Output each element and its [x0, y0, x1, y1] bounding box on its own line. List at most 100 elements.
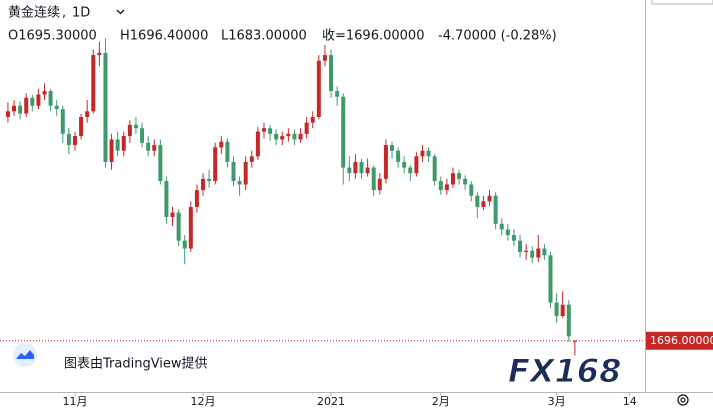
candle-body — [329, 55, 334, 92]
candle-body — [542, 248, 547, 256]
candle-body — [188, 206, 193, 249]
candle-body — [365, 167, 370, 174]
candle-body — [304, 122, 309, 134]
candle-body — [530, 250, 535, 258]
candle-body — [91, 55, 96, 112]
candle-body — [420, 150, 425, 157]
candle-body — [566, 304, 571, 337]
candle-body — [140, 128, 145, 143]
candle-body — [249, 156, 254, 162]
dropdown-chevron[interactable] — [116, 9, 125, 15]
candle-body — [432, 156, 437, 182]
candle-body — [469, 184, 474, 196]
symbol: 黄金连续 — [8, 5, 60, 21]
candle-body — [341, 96, 346, 168]
watermark: 图表由TradingView提供 — [13, 343, 208, 372]
candle-body — [499, 223, 504, 230]
x-tick-label: 2021 — [317, 395, 345, 408]
candle-body — [66, 133, 71, 146]
candle-body — [79, 116, 84, 137]
candle-body — [396, 150, 401, 162]
candle-body — [243, 161, 248, 185]
candle-body — [457, 173, 462, 179]
candle-body — [371, 167, 376, 191]
candle-body — [231, 161, 236, 182]
legend-high: H1696.40000 — [120, 29, 208, 44]
candle-body — [463, 178, 468, 185]
candle-body — [115, 139, 120, 151]
candle-body — [389, 145, 394, 151]
candle-body — [274, 133, 279, 140]
candle-body — [505, 229, 510, 236]
candle-body — [255, 131, 260, 157]
separator: , — [62, 6, 66, 21]
candle-body — [560, 304, 565, 317]
candle-body — [182, 240, 187, 249]
candle-body — [347, 167, 352, 174]
candle-body — [438, 181, 443, 191]
candle-body — [414, 156, 419, 174]
x-tick-label: 14 — [623, 395, 637, 408]
candle-body — [176, 212, 181, 241]
candle-body — [261, 128, 266, 132]
candle-body — [383, 145, 388, 179]
tv-logo-bg — [13, 343, 37, 367]
legend: 黄金连续 , 1D O1695.30000 H1696.40000 L1683.… — [8, 5, 557, 44]
candle-body — [152, 145, 157, 151]
candle-body — [316, 60, 321, 117]
candle-body — [408, 167, 413, 174]
candle-body — [213, 147, 218, 182]
candle-body — [268, 128, 273, 134]
legend-change: -4.70000 (-0.28%) — [438, 29, 557, 44]
candle-body — [109, 139, 114, 162]
candle-body — [60, 109, 65, 134]
watermark-text: 图表由TradingView提供 — [64, 356, 208, 372]
legend-close: 收=1696.00000 — [322, 29, 424, 44]
interval: 1D — [72, 6, 90, 21]
candle-body — [572, 340, 577, 342]
candle-body — [18, 105, 23, 114]
gear-ring[interactable] — [677, 394, 689, 406]
candle-body — [493, 195, 498, 224]
candle-body — [353, 161, 358, 174]
x-tick-label: 2月 — [432, 395, 450, 408]
candle-body — [518, 240, 523, 252]
candle-body — [36, 94, 41, 106]
candle-body — [42, 91, 47, 95]
candle-body — [146, 142, 151, 151]
x-tick-label: 3月 — [548, 395, 566, 408]
candle-body — [164, 181, 169, 218]
candle-body — [85, 111, 90, 117]
legend-low: L1683.00000 — [221, 29, 307, 44]
candle-body — [158, 145, 163, 182]
candle-body — [481, 201, 486, 207]
candle-body — [450, 173, 455, 185]
candle-body — [280, 136, 285, 140]
candles — [5, 38, 577, 356]
candle-body — [133, 124, 138, 129]
candle-body — [298, 133, 303, 140]
price-scale-box — [651, 0, 713, 5]
candle-body — [121, 136, 126, 151]
candle-body — [97, 52, 102, 56]
candle-body — [524, 250, 529, 252]
candle-body — [207, 178, 212, 182]
candle-body — [554, 302, 559, 317]
candle-body — [322, 55, 327, 61]
candle-body — [511, 235, 516, 241]
candle-body — [548, 255, 553, 303]
last-price-tag — [646, 331, 713, 350]
candle-body — [310, 116, 315, 123]
x-tick-label: 11月 — [62, 395, 87, 408]
settings-gear[interactable] — [677, 394, 689, 406]
candle-body — [48, 91, 53, 106]
candle-body — [54, 105, 59, 110]
candle-body — [292, 133, 297, 140]
last-price-label: 1696.00000 — [650, 334, 713, 347]
candle-body — [237, 181, 242, 185]
candle-body — [12, 105, 17, 112]
gear-hub[interactable] — [680, 397, 686, 403]
candle-body — [487, 195, 492, 202]
candle-body — [127, 124, 132, 137]
